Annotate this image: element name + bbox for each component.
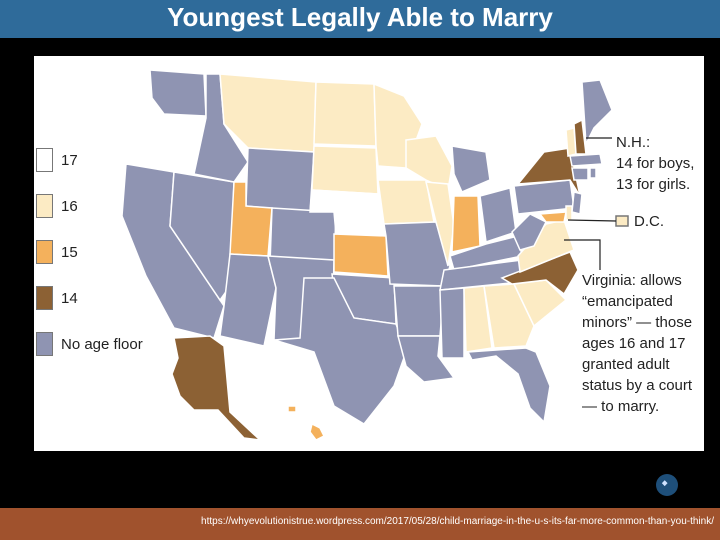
state-iowa bbox=[377, 179, 435, 225]
state-washington bbox=[149, 69, 207, 117]
state-louisiana bbox=[397, 335, 456, 383]
us-map bbox=[121, 69, 629, 442]
state-west-virginia bbox=[511, 213, 548, 251]
state-arkansas bbox=[393, 285, 445, 337]
state-north-dakota bbox=[313, 81, 377, 147]
legend-item-16: 16 bbox=[36, 194, 143, 218]
legend-item-17: 17 bbox=[36, 148, 143, 172]
organization-logo: ◆ bbox=[652, 470, 708, 500]
state-arizona bbox=[219, 253, 277, 347]
state-connecticut bbox=[571, 167, 589, 181]
legend-swatch-15 bbox=[36, 240, 53, 264]
legend-swatch-16 bbox=[36, 194, 53, 218]
map-panel: 17 16 15 14 No age floor N.H.: 14 for bo… bbox=[34, 56, 704, 451]
legend-item-15: 15 bbox=[36, 240, 143, 264]
legend-label: 15 bbox=[61, 243, 78, 261]
state-south-dakota bbox=[311, 145, 379, 195]
dc-leader-line bbox=[567, 219, 617, 222]
virginia-line: “emancipated bbox=[582, 293, 673, 310]
state-delaware bbox=[565, 205, 573, 221]
legend-item-14: 14 bbox=[36, 286, 143, 310]
logo-mark: ◆ bbox=[662, 480, 668, 487]
virginia-line: ages 16 and 17 bbox=[582, 335, 686, 352]
logo-emblem-icon bbox=[656, 474, 678, 496]
slide-title: Youngest Legally Able to Marry bbox=[0, 0, 720, 38]
state-maine bbox=[581, 79, 613, 147]
state-rhode-island bbox=[589, 167, 597, 179]
state-pennsylvania bbox=[513, 179, 575, 215]
legend-item-no-age-floor: No age floor bbox=[36, 332, 143, 356]
virginia-annotation: Virginia: allows “emancipated minors” — … bbox=[582, 270, 692, 417]
state-indiana bbox=[451, 195, 481, 253]
state-texas bbox=[273, 277, 407, 425]
nh-annotation: N.H.: 14 for boys, 13 for girls. bbox=[616, 132, 694, 195]
virginia-line: Virginia: allows bbox=[582, 272, 682, 289]
state-florida bbox=[466, 347, 551, 424]
dc-annotation: D.C. bbox=[634, 213, 664, 230]
state-new-jersey bbox=[571, 191, 583, 215]
state-kansas bbox=[333, 233, 389, 277]
state-illinois bbox=[425, 181, 455, 267]
state-massachusetts bbox=[569, 153, 603, 167]
virginia-line: minors” — those bbox=[582, 314, 693, 331]
legend: 17 16 15 14 No age floor bbox=[36, 148, 143, 378]
state-ohio bbox=[479, 187, 517, 243]
legend-label: No age floor bbox=[61, 335, 143, 353]
state-hawaii-small bbox=[287, 405, 297, 413]
state-maryland bbox=[538, 211, 567, 223]
nh-line: 14 for boys, bbox=[616, 155, 695, 172]
legend-swatch-17 bbox=[36, 148, 53, 172]
state-alaska bbox=[171, 335, 263, 442]
state-alabama bbox=[463, 285, 493, 353]
state-michigan bbox=[451, 145, 491, 193]
state-new-hampshire bbox=[573, 118, 587, 155]
legend-swatch-14 bbox=[36, 286, 53, 310]
state-wyoming bbox=[245, 147, 315, 213]
virginia-line: granted adult bbox=[582, 356, 670, 373]
nh-line: N.H.: bbox=[616, 134, 651, 151]
virginia-line: status by a court bbox=[582, 377, 693, 394]
virginia-leader-line bbox=[564, 239, 601, 270]
state-dc-box bbox=[615, 215, 629, 227]
state-hawaii bbox=[309, 422, 326, 441]
legend-label: 17 bbox=[61, 151, 78, 169]
source-url-link[interactable]: https://whyevolutionistrue.wordpress.com… bbox=[201, 516, 714, 527]
virginia-line: — to marry. bbox=[582, 398, 660, 415]
legend-label: 16 bbox=[61, 197, 78, 215]
nh-line: 13 for girls. bbox=[616, 176, 691, 193]
footer-bar: https://whyevolutionistrue.wordpress.com… bbox=[0, 508, 720, 540]
state-mississippi bbox=[439, 287, 465, 359]
legend-swatch-none bbox=[36, 332, 53, 356]
legend-label: 14 bbox=[61, 289, 78, 307]
